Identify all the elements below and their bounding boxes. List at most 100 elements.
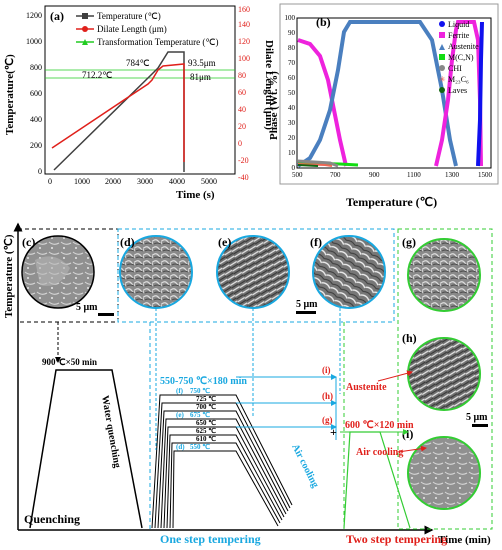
quench-profile [29, 369, 143, 529]
micrograph-i [407, 436, 481, 510]
dilate-curve [51, 63, 185, 162]
svg-text:200: 200 [30, 141, 42, 150]
svg-text:610 ℃: 610 ℃ [196, 435, 216, 443]
svg-text:✳: ✳ [439, 75, 446, 84]
panel-a-y-left-ticks: 0 200 400 600 800 1000 1200 [26, 11, 42, 176]
panel-a-legend: Temperature (℃) Dilate Length (μm) Trans… [76, 11, 218, 47]
panel-b-label: (b) [316, 15, 331, 29]
svg-text:(f): (f) [310, 235, 322, 249]
legend-dilate: Dilate Length (μm) [97, 24, 167, 34]
svg-text:(h): (h) [402, 331, 417, 345]
svg-text:1300: 1300 [445, 171, 460, 179]
svg-text:(e): (e) [176, 411, 184, 419]
scale-bar-f [296, 311, 316, 314]
annot-935: 93.5μm [188, 58, 216, 68]
svg-text:3000: 3000 [137, 177, 153, 186]
second-temper-label: 600 ℃×120 min [345, 420, 414, 431]
svg-text:675 ℃: 675 ℃ [190, 411, 210, 419]
svg-text:650 ℃: 650 ℃ [196, 419, 216, 427]
svg-text:10: 10 [288, 149, 296, 157]
panel-b-border [279, 3, 499, 185]
svg-text:Liquid: Liquid [448, 20, 469, 29]
svg-text:-40: -40 [238, 173, 249, 182]
svg-text:(f): (f) [176, 387, 184, 395]
process-y-title: Temperature (℃) [3, 234, 15, 318]
svg-text:50: 50 [288, 89, 296, 97]
svg-text:100: 100 [285, 14, 296, 22]
svg-text:700 ℃: 700 ℃ [196, 403, 216, 411]
svg-text:0: 0 [48, 177, 52, 186]
svg-text:(g): (g) [322, 415, 333, 425]
svg-text:Austenite: Austenite [448, 42, 479, 51]
two-step-label: Two step tempering [346, 532, 447, 546]
svg-text:1200: 1200 [26, 11, 42, 20]
svg-text:550 ℃: 550 ℃ [190, 443, 210, 451]
svg-text:90: 90 [288, 29, 296, 37]
m23c6-curve [297, 163, 333, 167]
scale-bar-h-label: 5 μm [466, 412, 488, 423]
liquid-curve [476, 21, 484, 167]
ferrite-low-curve [297, 38, 348, 167]
svg-text:Laves: Laves [448, 86, 467, 95]
legend-temperature: Temperature (℃) [97, 11, 161, 21]
svg-text:(e): (e) [218, 235, 231, 249]
frame-ghi [397, 228, 493, 530]
micrograph-f [312, 235, 386, 309]
annot-784: 784℃ [126, 58, 150, 68]
tempering-temp-refs: (f) (e) (d) [176, 387, 185, 451]
panel-b-x-ticks: 500 700 900 1100 1300 1500 [292, 171, 493, 179]
micrograph-g [407, 238, 481, 312]
annot-81: 81μm [190, 72, 211, 82]
temper-range-label: 550-750 ℃×180 min [160, 376, 247, 387]
svg-text:30: 30 [288, 119, 296, 127]
svg-text:750 ℃: 750 ℃ [190, 387, 210, 395]
branch-labels: (i) (h) (g) [322, 365, 333, 425]
svg-text:700: 700 [330, 171, 341, 179]
svg-text:0: 0 [238, 139, 242, 148]
panel-a-label: (a) [50, 9, 64, 23]
panel-b-y-title: Phase (Wt. %) [268, 71, 280, 140]
process-diagram: Temperature (℃) Time (min) [3, 222, 493, 546]
svg-text:0: 0 [292, 164, 296, 172]
panel-b-legend: Liquid Ferrite Austenite M(C,N) CHI ✳ M₂₃… [439, 20, 479, 95]
svg-text:40: 40 [238, 105, 246, 114]
svg-text:625 ℃: 625 ℃ [196, 427, 216, 435]
air-cooling-label: Air cooling [289, 442, 320, 489]
svg-text:4000: 4000 [169, 177, 185, 186]
process-x-title: Time (min) [438, 534, 491, 546]
tempering-temps: 750 ℃ 725 ℃ 700 ℃ 675 ℃ 650 ℃ 625 ℃ 610 … [190, 387, 216, 451]
tempering-profiles [151, 394, 293, 529]
svg-text:400: 400 [30, 115, 42, 124]
svg-text:800: 800 [30, 63, 42, 72]
frame-c [17, 228, 119, 323]
one-step-label: One step tempering [160, 532, 261, 546]
scale-bar-f-label: 5 μm [296, 299, 318, 310]
svg-text:80: 80 [288, 44, 296, 52]
svg-text:1000: 1000 [26, 37, 42, 46]
panel-a-frame [44, 5, 236, 175]
austenite-arrow [377, 370, 413, 382]
air-cooling-arrow [397, 445, 427, 453]
svg-text:100: 100 [238, 54, 250, 63]
scale-bar-c-label: 5 μm [76, 302, 98, 313]
austenite-label: Austenite [346, 382, 387, 393]
svg-text:160: 160 [238, 5, 250, 14]
svg-text:M(C,N): M(C,N) [448, 53, 474, 62]
svg-text:40: 40 [288, 104, 296, 112]
svg-text:70: 70 [288, 59, 296, 67]
panel-a-y-right-title: Dilate Length (μm) [263, 40, 275, 130]
micrograph-h [407, 337, 481, 411]
panel-a-x-title: Time (s) [176, 189, 215, 201]
scale-bar-h [472, 424, 488, 427]
svg-text:1100: 1100 [407, 171, 421, 179]
svg-text:(h): (h) [322, 391, 333, 401]
svg-text:(c): (c) [22, 235, 35, 249]
svg-text:20: 20 [288, 134, 296, 142]
chi-curve [297, 159, 339, 168]
svg-text:M₂₃C₆: M₂₃C₆ [448, 75, 469, 84]
scale-bar-c [98, 313, 114, 316]
panel-b: (b) Liquid Ferrite Austenite M(C,N) CHI … [268, 3, 499, 209]
air-cooling-2-label: Air cooling [356, 447, 403, 458]
svg-text:20: 20 [238, 122, 246, 131]
svg-text:60: 60 [288, 74, 296, 82]
